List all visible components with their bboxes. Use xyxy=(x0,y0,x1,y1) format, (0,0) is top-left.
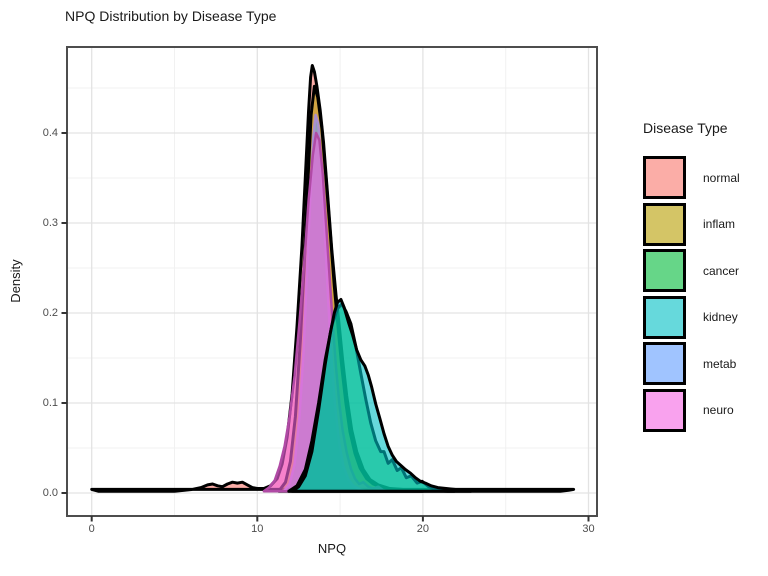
legend-key-swatch xyxy=(643,388,686,432)
panel-border xyxy=(66,46,598,517)
x-tick-label: 10 xyxy=(251,523,264,535)
y-tick-label: 0.1 xyxy=(42,397,58,409)
legend-label: inflam xyxy=(703,217,736,231)
legend-key-swatch xyxy=(643,295,686,339)
legend-label: neuro xyxy=(703,403,734,417)
y-tick-label: 0.2 xyxy=(42,307,58,319)
legend: Disease Type normal inflam cancer kidney… xyxy=(643,120,740,435)
legend-item-neuro: neuro xyxy=(643,388,740,432)
legend-label: metab xyxy=(703,356,737,371)
legend-item-inflam: inflam xyxy=(643,202,740,246)
x-axis-title: NPQ xyxy=(317,541,347,556)
x-tick-label: 30 xyxy=(582,523,595,535)
y-tick-label: 0.4 xyxy=(42,127,58,139)
y-tick-label: 0.3 xyxy=(42,217,58,229)
legend-key-swatch xyxy=(643,156,686,199)
x-tick-label: 0 xyxy=(88,523,95,535)
legend-item-metab: metab xyxy=(643,342,740,385)
legend-item-normal: normal xyxy=(643,156,740,199)
legend-key-swatch xyxy=(643,249,686,292)
legend-label: normal xyxy=(703,170,740,185)
legend-item-cancer: cancer xyxy=(643,249,740,292)
legend-item-kidney: kidney xyxy=(643,295,740,339)
legend-title: Disease Type xyxy=(643,120,728,136)
chart-title: NPQ Distribution by Disease Type xyxy=(65,8,277,24)
legend-label: cancer xyxy=(703,263,740,278)
density-curve-kidney xyxy=(290,298,473,493)
legend-key-swatch xyxy=(643,342,686,385)
y-tick-label: 0.0 xyxy=(42,487,58,499)
legend-key-swatch xyxy=(643,202,686,246)
x-tick-label: 20 xyxy=(416,523,430,535)
legend-label: kidney xyxy=(703,310,738,324)
y-axis-title: Density xyxy=(8,259,23,303)
